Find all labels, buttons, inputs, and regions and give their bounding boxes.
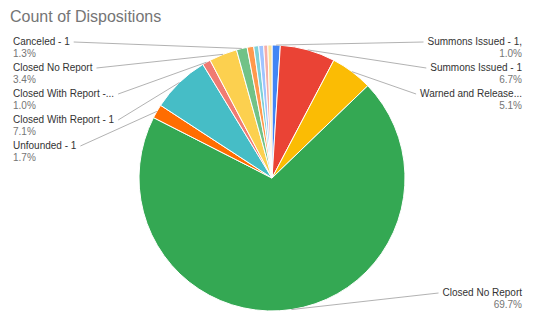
leader-line [308, 50, 426, 68]
slice-value-label: 1.7% [13, 152, 36, 163]
leader-line [352, 72, 416, 94]
pie [139, 45, 405, 311]
leader-line [292, 293, 439, 310]
slice [264, 45, 272, 178]
slice-value-label: 5.1% [499, 100, 522, 111]
slice [268, 45, 272, 178]
slice-label: Summons Issued - 1, [428, 36, 522, 47]
slice-label: Warned and Release... [420, 88, 522, 99]
slice-value-label: 1.0% [13, 100, 36, 111]
slice-label: Closed No Report [13, 62, 93, 73]
leader-line [96, 54, 223, 68]
slice-label: Closed With Report - 1 [13, 114, 115, 125]
slice [259, 45, 272, 178]
leader-line [118, 62, 206, 94]
slice-label: Unfounded - 1 [13, 140, 77, 151]
slice-label: Closed No Report [443, 287, 523, 298]
slice-value-label: 69.7% [494, 299, 522, 310]
data-labels: Summons Issued - 1,1.0%Summons Issued - … [13, 36, 522, 310]
leader-line [74, 42, 242, 48]
slice-label: Canceled - 1 [13, 36, 70, 47]
slice-value-label: 3.4% [13, 74, 36, 85]
slice-value-label: 1.3% [13, 48, 36, 59]
slice-label: Closed With Report -... [13, 88, 114, 99]
leader-line [118, 82, 179, 120]
slice-label: Summons Issued - 1 [430, 62, 522, 73]
slice-value-label: 1.0% [499, 48, 522, 59]
slice [254, 46, 272, 178]
leader-line [276, 42, 423, 45]
chart: Count of Dispositions Summons Issued - 1,… [0, 0, 536, 327]
title: Count of Dispositions [10, 8, 161, 25]
slice-value-label: 7.1% [13, 126, 36, 137]
slice-value-label: 6.7% [499, 74, 522, 85]
